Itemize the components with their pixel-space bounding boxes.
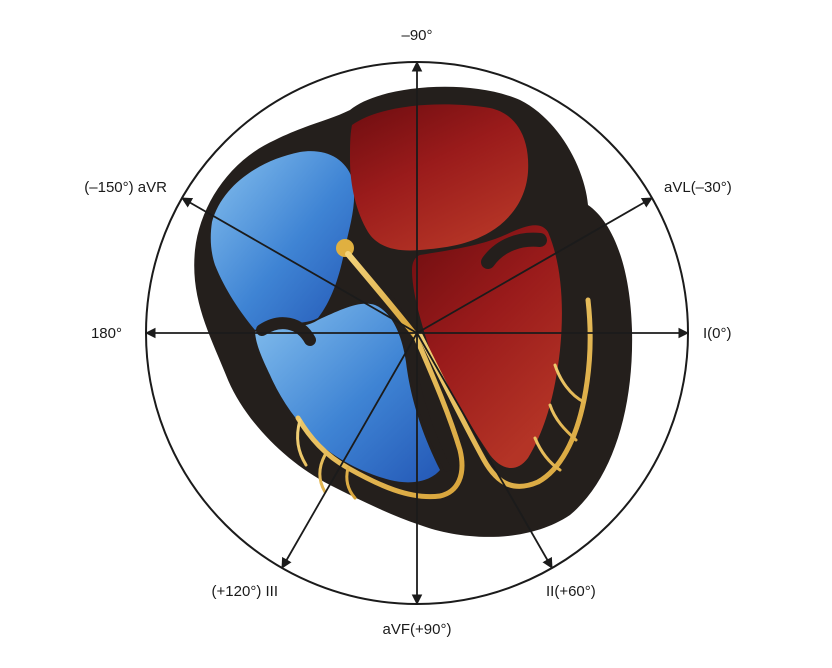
- purkinje-left: [533, 363, 586, 472]
- label-avr: (–150°) aVR: [84, 179, 167, 196]
- label-lead-iii: (+120°) III: [212, 583, 278, 600]
- septum: [372, 292, 452, 472]
- axis-lead-iii: [281, 332, 418, 569]
- label-lead-ii: II(+60°): [546, 583, 596, 600]
- right-bundle-branch: [295, 332, 465, 500]
- label-minus-90: –90°: [401, 27, 432, 44]
- axis-avl: [416, 197, 653, 334]
- right-ventricle: [255, 303, 440, 483]
- conduction-system: [295, 239, 593, 500]
- valve-left: [481, 232, 547, 269]
- label-avl: aVL(–30°): [664, 179, 732, 196]
- axis-lead-ii: [416, 332, 553, 569]
- left-bundle-branch: [417, 297, 593, 489]
- label-lead-i: I(0°): [703, 325, 732, 342]
- left-atrium: [350, 104, 529, 251]
- right-atrium: [210, 151, 355, 330]
- valve-right: [256, 317, 316, 346]
- left-ventricle: [412, 225, 562, 469]
- his-bundle: [345, 251, 418, 338]
- purkinje-right: [296, 418, 357, 500]
- axis-avr: [181, 197, 418, 334]
- axis-lines: [144, 60, 690, 606]
- label-180: 180°: [91, 325, 122, 342]
- label-avf: aVF(+90°): [383, 621, 452, 638]
